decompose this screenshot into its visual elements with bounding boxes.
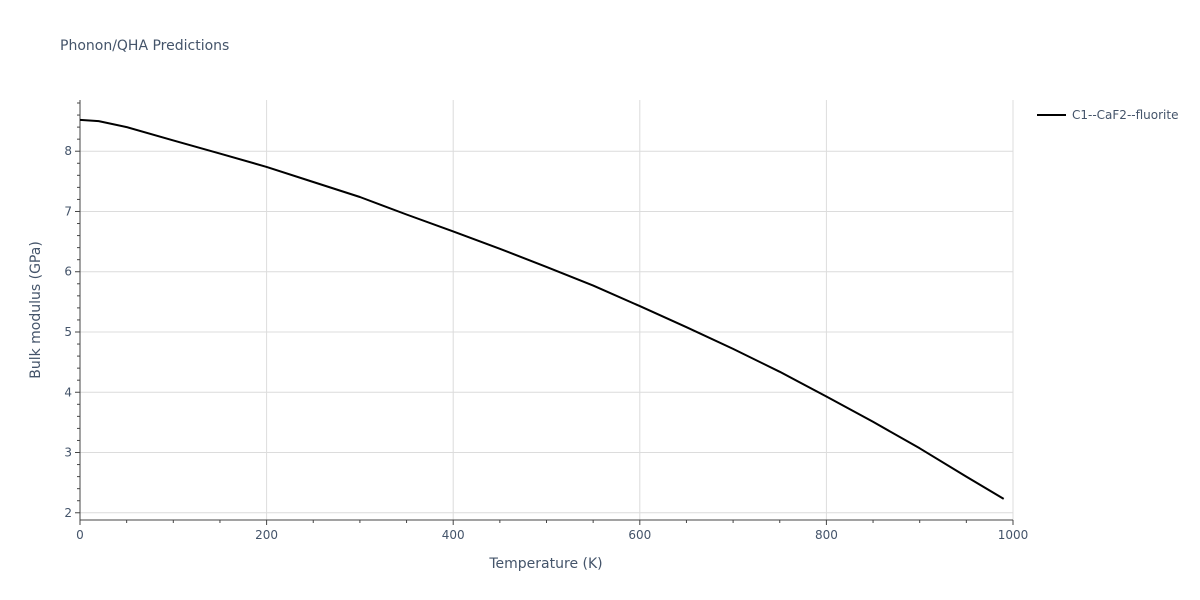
x-tick-label: 200 <box>255 528 278 542</box>
y-tick-label: 2 <box>64 506 72 520</box>
x-tick-label: 1000 <box>998 528 1029 542</box>
x-axis-label: Temperature (K) <box>488 556 602 572</box>
series-line <box>79 118 1005 500</box>
y-tick-label: 6 <box>64 265 72 279</box>
x-tick-label: 0 <box>76 528 84 542</box>
chart-title: Phonon/QHA Predictions <box>60 38 229 54</box>
legend-label[interactable]: C1--CaF2--fluorite <box>1072 108 1178 122</box>
y-tick-label: 7 <box>64 204 72 218</box>
x-tick-label: 400 <box>442 528 465 542</box>
plot-area <box>79 118 1005 500</box>
legend[interactable]: C1--CaF2--fluorite <box>1037 108 1178 122</box>
grid <box>80 100 1014 520</box>
y-tick-label: 8 <box>64 144 72 158</box>
tick-labels: 0 200 400 600 800 1000 2 3 4 5 6 7 8 <box>64 144 1028 542</box>
y-tick-label: 5 <box>64 325 72 339</box>
y-tick-label: 3 <box>64 446 72 460</box>
y-tick-label: 4 <box>64 385 72 399</box>
axes <box>75 100 1014 525</box>
x-tick-label: 600 <box>628 528 651 542</box>
y-axis-label: Bulk modulus (GPa) <box>28 241 44 379</box>
x-tick-label: 800 <box>815 528 838 542</box>
